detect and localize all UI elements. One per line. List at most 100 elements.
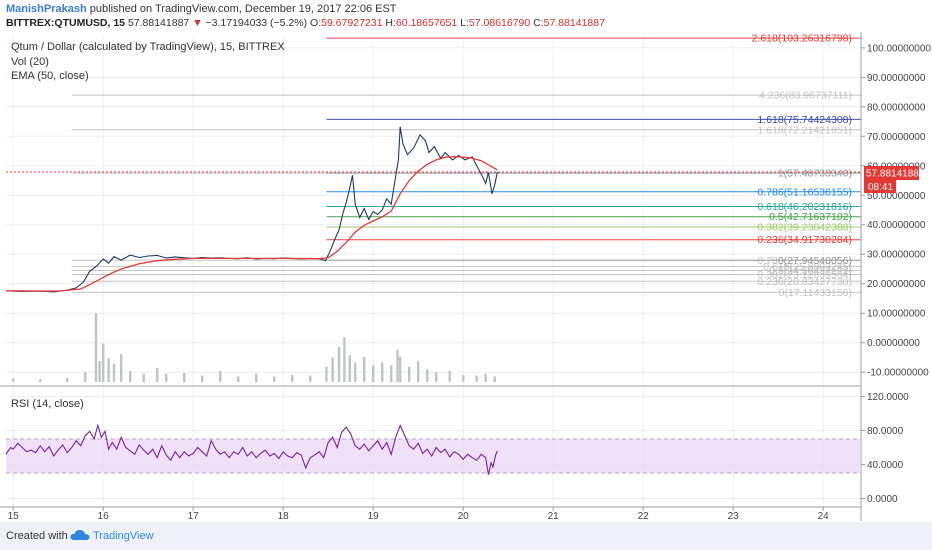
- price-tick-label: 0.00000000: [867, 338, 920, 349]
- price-tick-label: 40.00000000: [867, 220, 926, 231]
- time-tick-label: 19: [368, 511, 380, 522]
- close-label: C:: [533, 17, 544, 29]
- publication-line: ManishPrakash published on TradingView.c…: [6, 3, 397, 15]
- fib-level-label: 0.5(24.50437102): [769, 265, 852, 277]
- chart-legend: Qtum / Dollar (calculated by TradingView…: [11, 41, 285, 410]
- price-tick-label: 80.00000000: [867, 102, 926, 113]
- rsi-tick-label: 80.0000: [867, 426, 904, 437]
- countdown-badge-value: 08:41: [868, 182, 893, 193]
- volume-bar: [94, 313, 98, 382]
- rsi-pane: [5, 423, 861, 475]
- volume-bar: [237, 376, 240, 382]
- volume-bar: [255, 373, 258, 382]
- volume-bar: [390, 365, 393, 382]
- price-tick-label: 90.00000000: [867, 73, 926, 84]
- volume-bar: [462, 375, 465, 382]
- price-badge-value: 57.88141887: [866, 169, 925, 180]
- time-tick-label: 16: [98, 511, 110, 522]
- volume-bar: [219, 370, 222, 382]
- ema-line: [5, 155, 498, 292]
- fib-level-label: 0.618(25.8803245): [763, 261, 852, 273]
- price-line: [5, 126, 498, 293]
- volume-bar: [273, 376, 276, 382]
- price-tick-label: 50.00000000: [867, 191, 926, 202]
- tradingview-link[interactable]: TradingView: [93, 530, 154, 542]
- fib-level-label: 2.618(103.26316798): [752, 33, 852, 45]
- quote-line: BITTREX:QTUMUSD, 15 57.88141887 ▼ −3.171…: [6, 17, 605, 29]
- volume-bar: [337, 347, 341, 382]
- volume-bar: [435, 372, 438, 382]
- time-tick-label: 22: [638, 511, 650, 522]
- volume-bar: [408, 366, 411, 382]
- volume-bar: [102, 343, 105, 382]
- fib-level-label: 0.236(20.83427730): [757, 276, 852, 288]
- volume-bar: [183, 372, 186, 382]
- fib-level-label: 0.618(46.20231816): [757, 201, 852, 213]
- fib-level-label: 1.618(75.74424308): [757, 114, 852, 126]
- time-tick-label: 17: [188, 511, 200, 522]
- volume-bar: [372, 365, 375, 382]
- volume-bar: [331, 357, 334, 382]
- volume-bar: [426, 369, 429, 382]
- axes: 100.00000000 90.00000000 80.00000000 70.000…: [0, 32, 931, 522]
- volume-bar: [343, 337, 346, 382]
- volume-bar: [448, 370, 451, 382]
- volume-bar: [66, 377, 69, 382]
- volume-bar: [309, 375, 312, 382]
- time-tick-label: 24: [818, 511, 830, 522]
- price-chart[interactable]: 4.236(83.96737111) 1.618(72.21421851) 1(57…: [0, 32, 932, 522]
- rsi-tick-label: 0.0000: [867, 494, 898, 505]
- fib-level-label: 0.5(42.71637102): [769, 211, 852, 223]
- price-tick-label: 100.00000000: [867, 43, 931, 54]
- fib-level-label: 0.382(23.12839564): [757, 269, 852, 281]
- low-value: 57.08616790: [468, 17, 531, 29]
- author-link[interactable]: ManishPrakash: [6, 3, 87, 15]
- volume-bars: [12, 313, 496, 382]
- volume-bar: [84, 371, 87, 382]
- time-tick-label: 18: [278, 511, 290, 522]
- fib-level-label: 0.786(51.16536155): [757, 186, 852, 198]
- close-value: 57.88141887: [543, 17, 605, 29]
- open-value: 59.67927231: [321, 17, 383, 29]
- last-price: 57.88141887: [127, 17, 190, 29]
- fib-level-label: 1(57.48733340): [778, 168, 852, 180]
- low-label: L:: [460, 17, 469, 29]
- price-grid: [6, 36, 861, 507]
- volume-bar: [325, 366, 328, 382]
- volume-bar: [98, 361, 101, 382]
- volume-bar: [107, 358, 110, 382]
- volume-bar: [493, 376, 496, 382]
- volume-bar: [165, 373, 168, 382]
- time-tick-label: 20: [458, 511, 470, 522]
- rsi-line: [5, 423, 498, 475]
- time-tick-label: 23: [728, 511, 740, 522]
- high-label: H:: [385, 17, 396, 29]
- rsi-band: [6, 439, 861, 473]
- fib-level-label: 1.618(72.21421851): [757, 124, 852, 136]
- volume-bar: [381, 362, 384, 382]
- down-arrow-icon: ▼: [192, 17, 203, 29]
- volume-bar: [475, 375, 478, 382]
- countdown-badge-bg: [864, 180, 896, 193]
- volume-bar: [291, 375, 294, 382]
- price-tick-label: 30.00000000: [867, 250, 926, 261]
- time-tick-label: 21: [548, 511, 560, 522]
- footer-bar: Created with TradingView: [0, 522, 932, 550]
- price-badge-bg: [864, 166, 919, 180]
- fib-level-label: 0.236(34.91730284): [757, 234, 852, 246]
- fib-level-label: 0(17.11433156): [779, 287, 852, 299]
- volume-bar: [129, 370, 132, 382]
- volume-bar: [142, 373, 145, 382]
- fibonacci-extensions: 4.236(83.96737111) 1.618(72.21421851) 1(57…: [71, 33, 861, 299]
- volume-bar: [201, 375, 204, 382]
- created-with-label: Created with: [6, 530, 68, 542]
- volume-bar: [484, 373, 487, 382]
- volume-bar: [354, 362, 357, 382]
- rsi-tick-label: 120.0000: [867, 392, 909, 403]
- volume-bar: [112, 363, 116, 382]
- price-tick-label: -10.00000000: [867, 368, 929, 379]
- price-series: [5, 126, 861, 293]
- volume-bar: [363, 356, 366, 382]
- price-badge: 57.88141887 08:41: [864, 166, 925, 193]
- fib-level-label: 0(27.94540056): [778, 255, 852, 267]
